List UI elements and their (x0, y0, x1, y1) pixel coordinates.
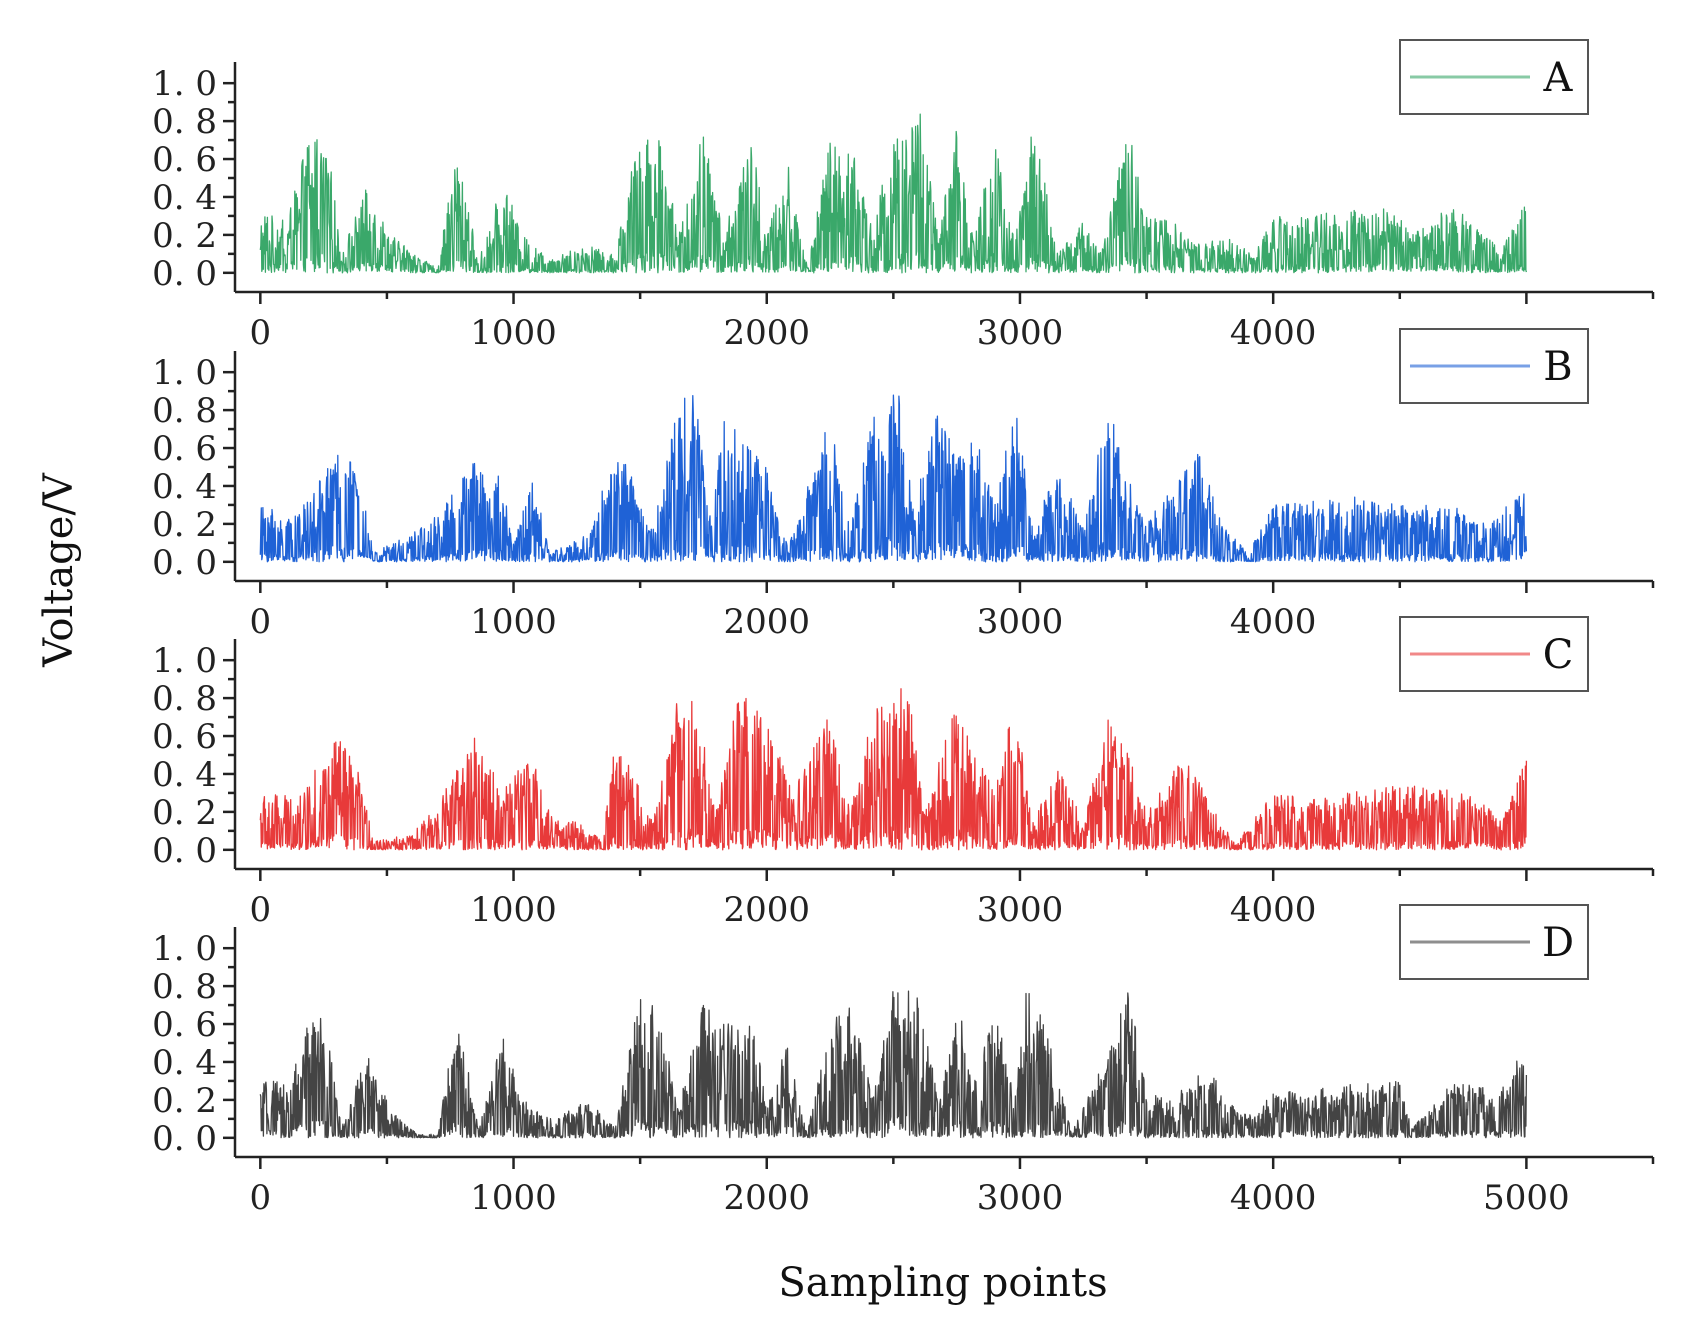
x-tick-label: 0 (250, 313, 272, 353)
chart-panels: 0. 00. 20. 40. 60. 81. 00 1000 2000 3000 400… (152, 39, 1655, 1218)
x-tick-label: 1000 (470, 602, 557, 642)
x-tick-label: 0 (250, 602, 272, 642)
x-tick-label: 2000 (723, 602, 810, 642)
x-tick-label: 3000 (977, 602, 1064, 642)
y-tick-label: 0. 6 (152, 429, 217, 469)
panel-a: 0. 00. 20. 40. 60. 81. 0 0 1000 2000 3000 400… (152, 39, 1655, 353)
y-tick-label: 0. 6 (152, 1005, 217, 1045)
y-tick-label: 1. 0 (152, 353, 217, 393)
legend-label: B (1543, 344, 1572, 390)
legend-label: C (1543, 632, 1574, 678)
legend-d: D (1399, 904, 1589, 980)
x-tick-label: 4000 (1230, 602, 1317, 642)
y-tick-label: 1. 0 (152, 64, 217, 104)
x-tick-label: 3000 (977, 313, 1064, 353)
y-tick-label: 0. 8 (152, 391, 217, 431)
y-tick-label: 0. 6 (152, 717, 217, 757)
y-tick-label: 0. 4 (152, 1043, 217, 1083)
x-tick-label: 1000 (470, 1178, 557, 1218)
y-tick-label: 0. 4 (152, 755, 217, 795)
y-tick-label: 0. 4 (152, 178, 217, 218)
panel-b: 0. 00. 20. 40. 60. 81. 0 0 1000 2000 3000 400… (152, 328, 1655, 642)
y-tick-label: 1. 0 (152, 641, 217, 681)
panel-c: 0. 00. 20. 40. 60. 81. 0 0 1000 2000 3000 400… (152, 616, 1655, 930)
x-tick-label: 3000 (977, 890, 1064, 930)
legend-label: A (1543, 55, 1574, 101)
x-tick-label: 4000 (1230, 1178, 1317, 1218)
legend-c: C (1399, 616, 1589, 692)
x-tick-label: 0 (250, 1178, 272, 1218)
x-axis-title: Sampling points (778, 1260, 1107, 1306)
y-tick-label: 0. 6 (152, 140, 217, 180)
x-tick-label: 1000 (470, 313, 557, 353)
legend-label: D (1542, 920, 1574, 966)
x-tick-label: 4000 (1230, 890, 1317, 930)
x-tick-label: 2000 (723, 890, 810, 930)
y-tick-label: 0. 2 (152, 1081, 217, 1121)
x-tick-label: 2000 (723, 313, 810, 353)
panel-d: 0. 00. 20. 40. 60. 81. 0 0 1000 2000 3000 400… (152, 904, 1655, 1218)
series-line-c (259, 688, 1528, 851)
x-tick-label: 5000 (1483, 1178, 1570, 1218)
x-tick-label: 4000 (1230, 313, 1317, 353)
x-tick-label: 2000 (723, 1178, 810, 1218)
series-line-d (259, 990, 1528, 1139)
y-tick-label: 0. 2 (152, 505, 217, 545)
legend-b: B (1399, 328, 1589, 404)
y-tick-label: 0. 8 (152, 679, 217, 719)
series-line-b (259, 394, 1528, 563)
y-tick-label: 0. 8 (152, 967, 217, 1007)
y-tick-label: 0. 2 (152, 216, 217, 256)
y-tick-label: 0. 8 (152, 102, 217, 142)
x-tick-label: 0 (250, 890, 272, 930)
y-axis-title: Voltage/V (36, 472, 82, 668)
y-tick-label: 0. 0 (152, 1119, 217, 1159)
y-tick-label: 0. 2 (152, 793, 217, 833)
series-line-a (259, 113, 1528, 274)
y-tick-label: 0. 4 (152, 467, 217, 507)
y-tick-label: 0. 0 (152, 543, 217, 583)
x-tick-label: 1000 (470, 890, 557, 930)
y-tick-label: 0. 0 (152, 254, 217, 294)
y-tick-label: 0. 0 (152, 831, 217, 871)
y-tick-label: 1. 0 (152, 929, 217, 969)
legend-a: A (1399, 39, 1589, 115)
x-tick-label: 3000 (977, 1178, 1064, 1218)
